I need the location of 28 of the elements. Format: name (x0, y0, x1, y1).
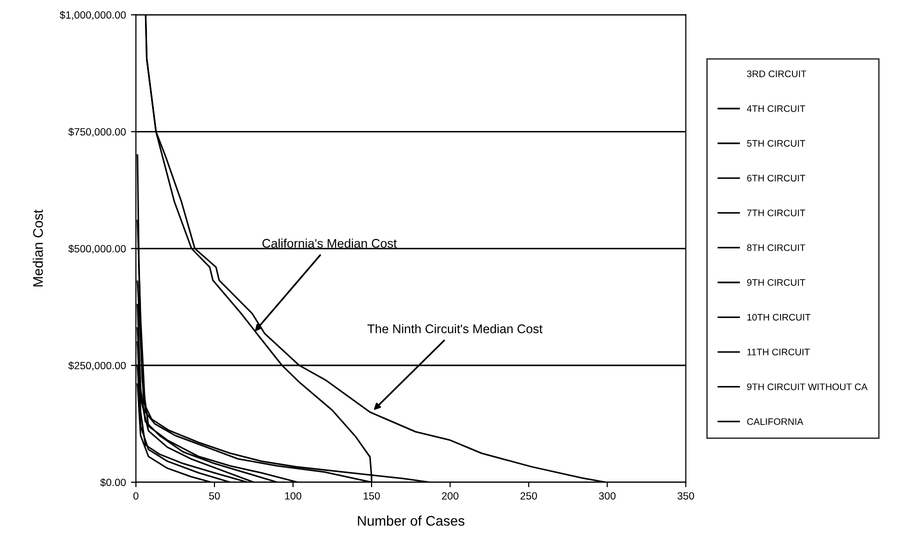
legend-label: CALIFORNIA (747, 418, 804, 425)
legend-label: 9TH CIRCUIT WITHOUT CA (747, 383, 868, 390)
legend-label: 8TH CIRCUIT (747, 244, 806, 252)
legend-label: 9TH CIRCUIT (747, 279, 806, 286)
legend-label: 5TH CIRCUIT (747, 140, 806, 147)
legend-label: 6TH CIRCUIT (747, 174, 806, 182)
y-axis-title: Median Cost (32, 210, 43, 286)
legend-label: 4TH CIRCUIT (746, 105, 806, 112)
annotation: The Ninth Circuit's Median Cost (368, 324, 542, 334)
y-tick-label: $500,000.00 (68, 244, 126, 254)
x-tick-label: 250 (520, 492, 537, 500)
x-tick-label: 100 (285, 492, 302, 500)
x-tick-label: 200 (442, 492, 458, 500)
x-axis-title: Number of Cases (358, 516, 464, 526)
x-tick-label: 0 (133, 492, 138, 500)
legend-label: 11TH CIRCUIT (747, 348, 810, 356)
text: 3RD CIRCUIT (747, 70, 806, 78)
y-tick-label: $750,000.00 (68, 128, 126, 137)
legend-label: 10TH CIRCUIT (747, 314, 810, 321)
x-tick-label: 350 (678, 492, 694, 500)
annotation: California's Median Cost (262, 238, 397, 248)
x-tick-label: 50 (209, 492, 220, 500)
y-tick-label: $1,000,000.00 (60, 10, 126, 20)
x-tick-label: 300 (598, 492, 616, 500)
y-tick-label: $250,000.00 (68, 361, 126, 370)
x-tick-label: 150 (364, 492, 380, 500)
legend-label: 7TH CIRCUIT (747, 210, 806, 216)
y-tick-label: $0.00 (100, 478, 126, 487)
